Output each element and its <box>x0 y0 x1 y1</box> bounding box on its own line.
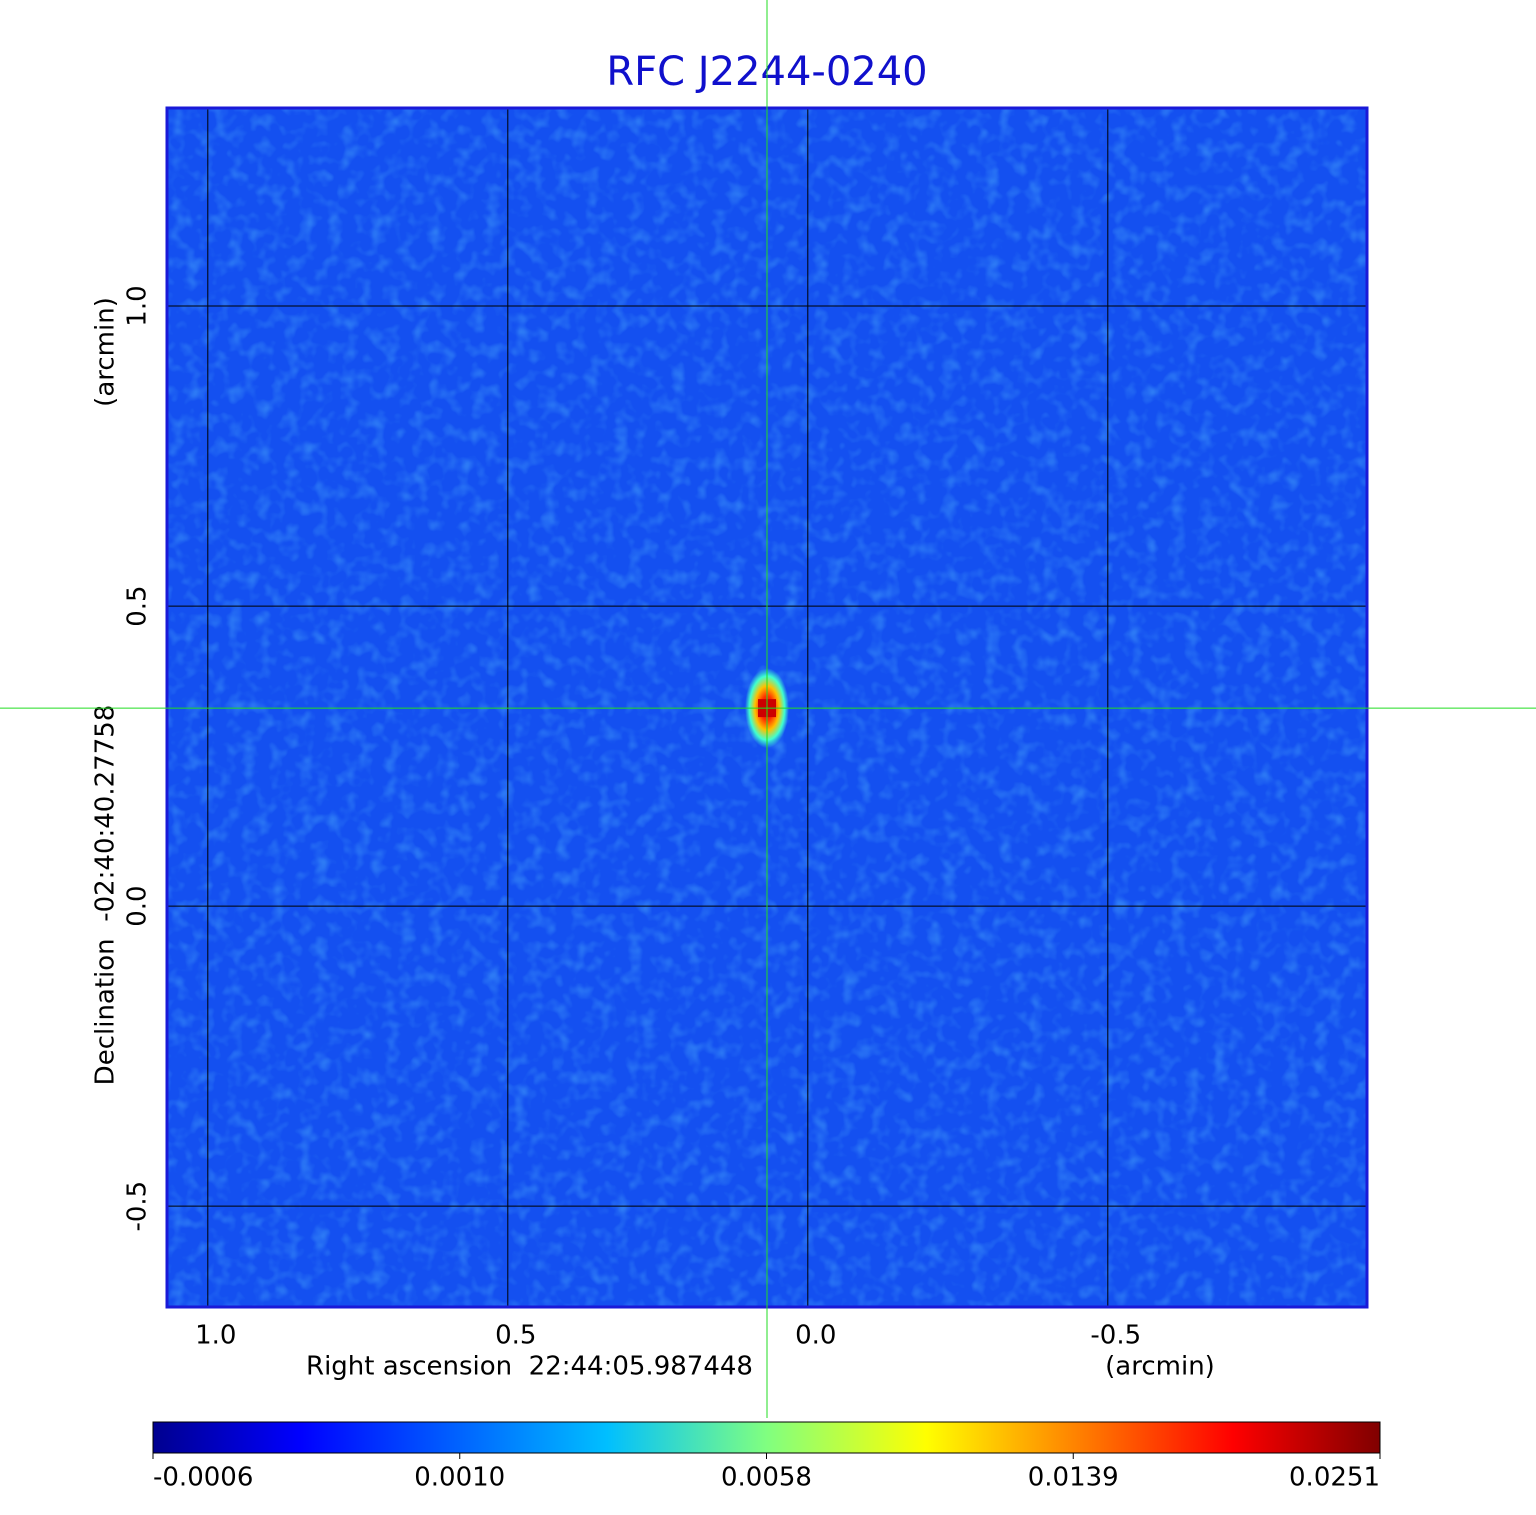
y-tick-label: 0.5 <box>123 585 153 626</box>
colorbar-tick-label: 0.0058 <box>721 1463 812 1493</box>
colorbar-tick-label: 0.0139 <box>1028 1463 1119 1493</box>
x-tick-label: 0.5 <box>495 1321 536 1351</box>
x-tick-label: 0.0 <box>795 1321 836 1351</box>
y-tick-label: 1.0 <box>123 285 153 326</box>
x-tick-label: -0.5 <box>1090 1321 1141 1351</box>
y-axis-label: Declination -02:40:40.27758 <box>91 705 121 1086</box>
x-tick-label: 1.0 <box>195 1321 236 1351</box>
x-axis-label: Right ascension 22:44:05.987448 <box>306 1352 753 1382</box>
colorbar-tick-label: -0.0006 <box>153 1463 253 1493</box>
colorbar-tick-label: 0.0010 <box>414 1463 505 1493</box>
y-tick-label: -0.5 <box>123 1181 153 1232</box>
y-axis-unit: (arcmin) <box>91 297 121 407</box>
x-axis-unit: (arcmin) <box>1105 1352 1215 1382</box>
colorbar-tick-label: 0.0251 <box>1289 1463 1380 1493</box>
y-tick-label: 0.0 <box>123 885 153 926</box>
colorbar <box>152 1421 1381 1454</box>
